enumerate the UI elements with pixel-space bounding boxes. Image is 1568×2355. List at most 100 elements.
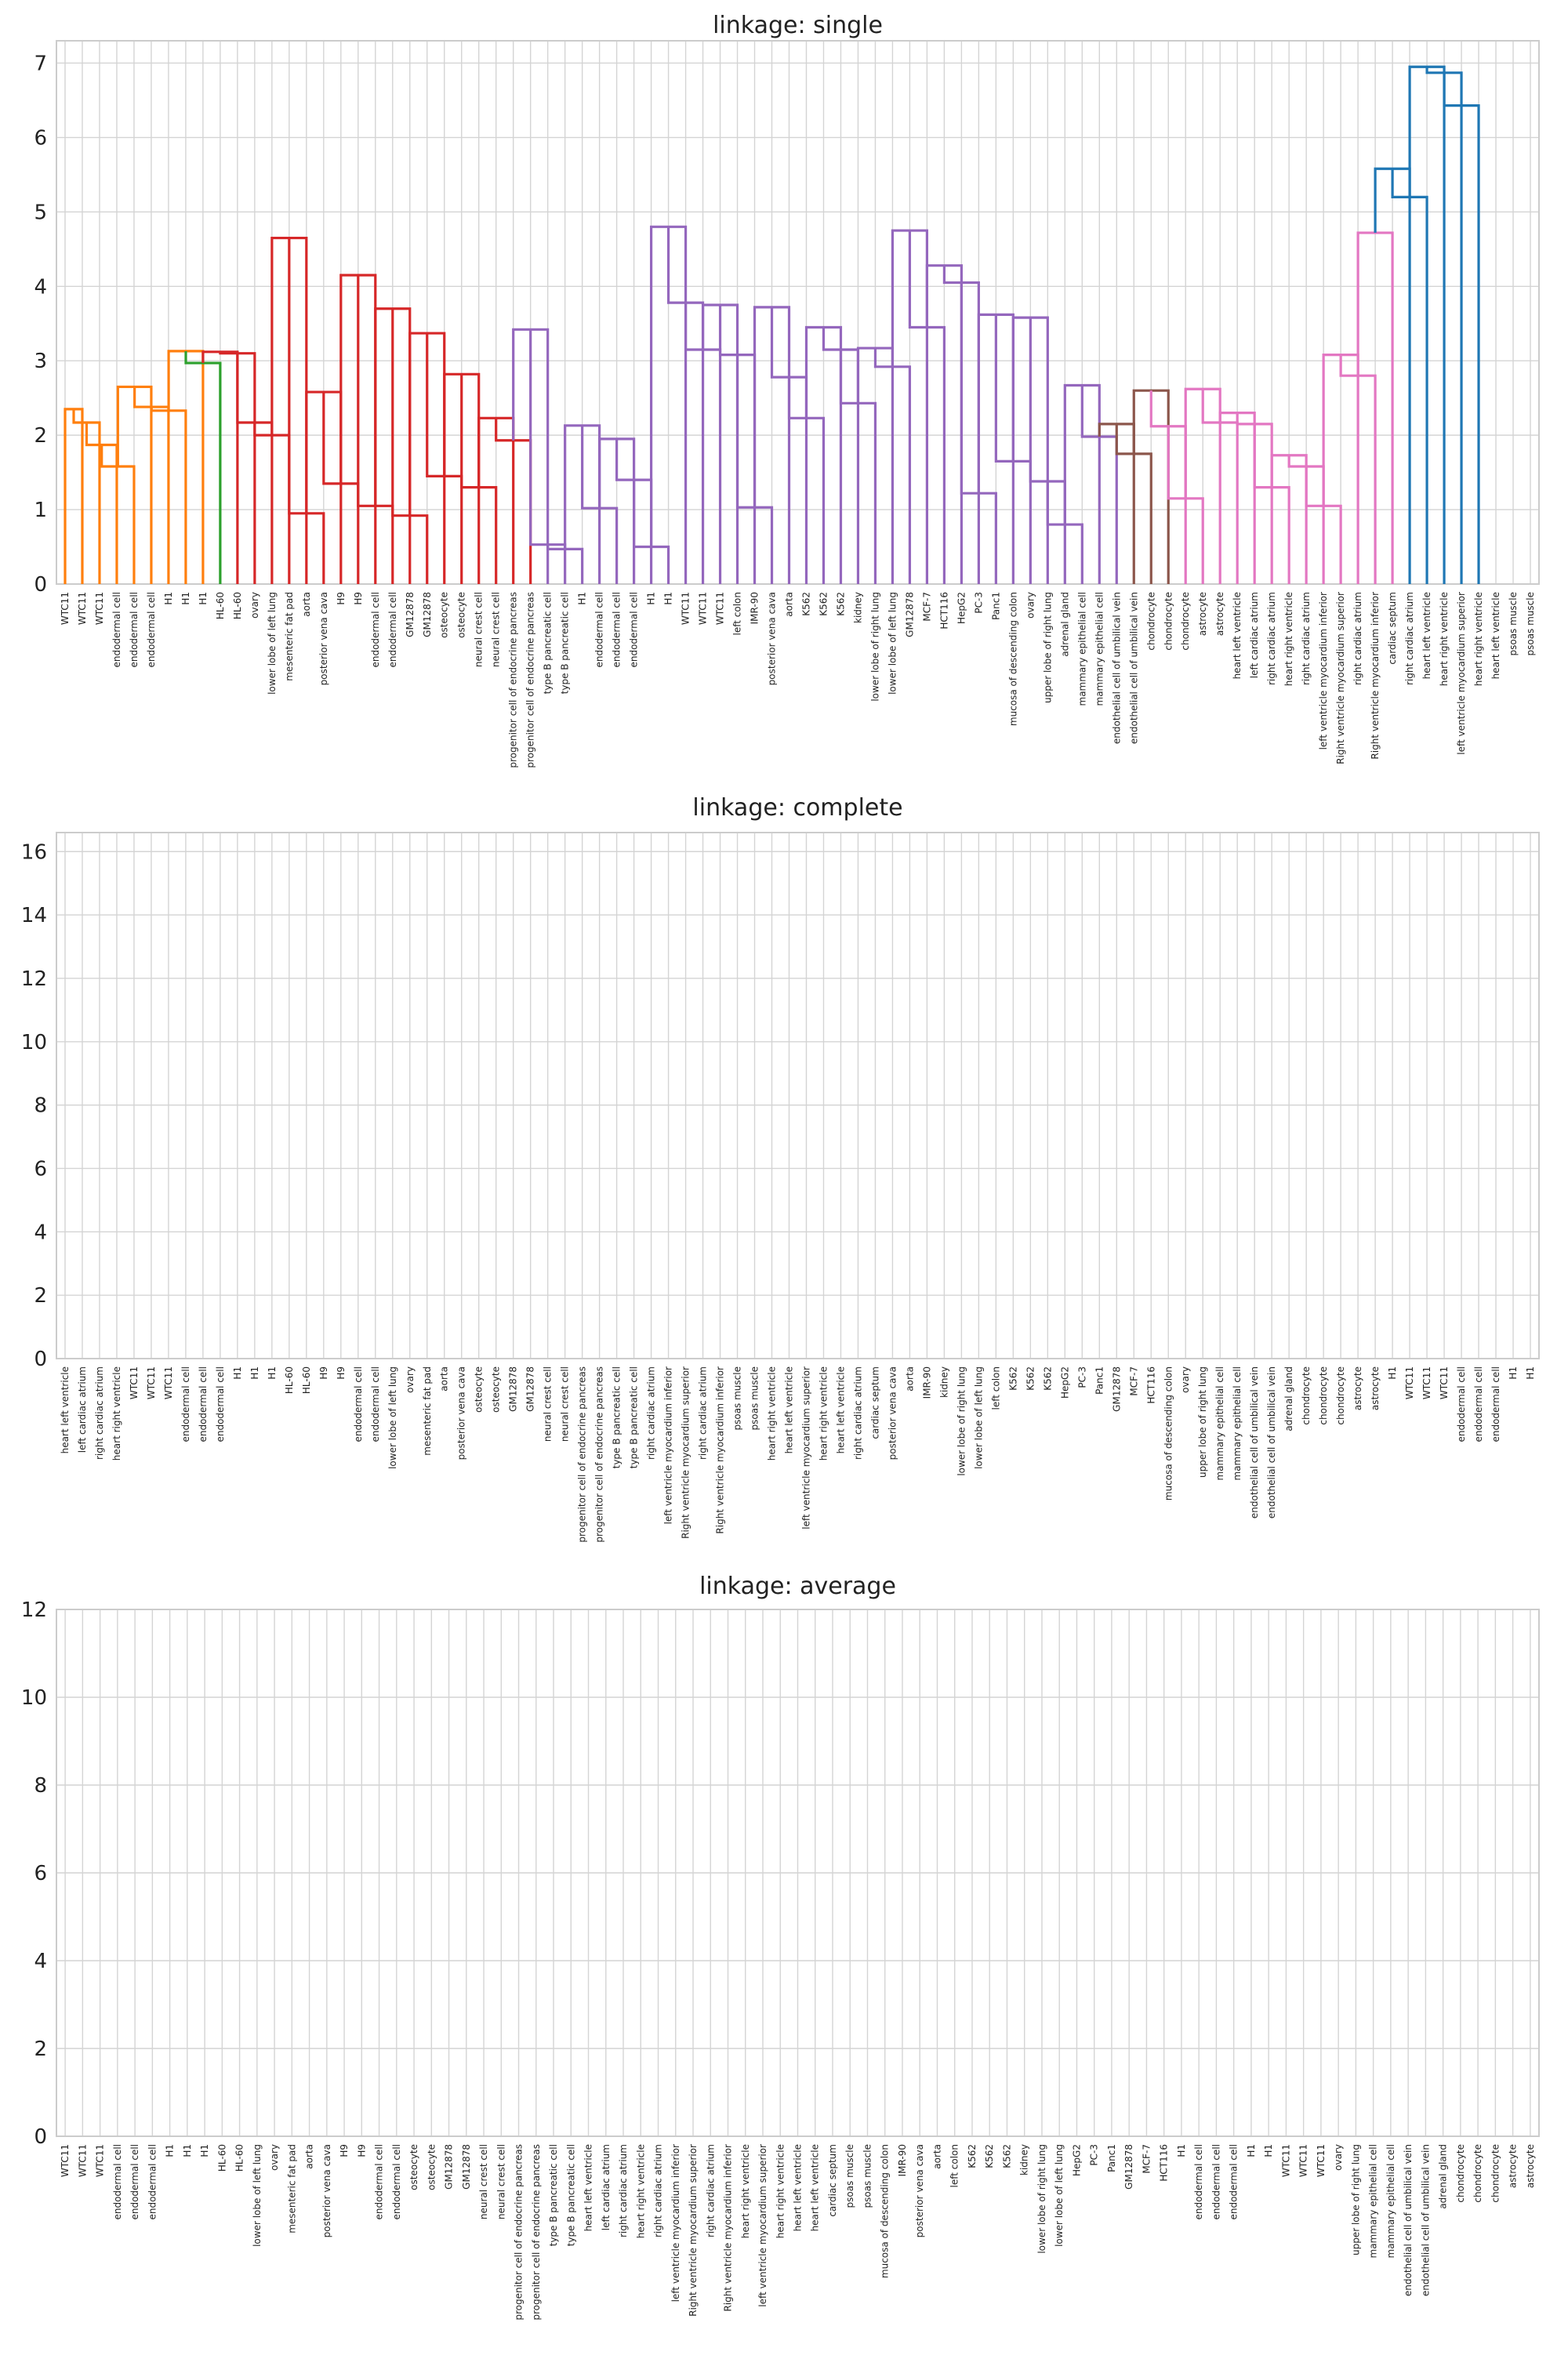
leaf-label: H9 (336, 592, 347, 605)
leaf-label: Right ventricle myocardium inferior (1370, 592, 1381, 760)
leaf-label: HL-60 (232, 592, 243, 619)
leaf-label: H1 (199, 2144, 210, 2157)
leaf-label: aorta (439, 1366, 450, 1392)
leaf-label: HL-60 (301, 1366, 312, 1394)
leaf-label: H9 (356, 2144, 367, 2157)
dendrogram-link (150, 407, 187, 584)
leaf-label: endodermal cell (129, 2144, 140, 2220)
y-tick-label: 12 (21, 1598, 47, 1622)
leaf-label: endodermal cell (146, 592, 157, 668)
y-tick-label: 0 (34, 573, 47, 597)
leaf-label: lower lobe of left lung (973, 1366, 984, 1469)
leaf-label: endodermal cell (180, 1366, 191, 1442)
dendrogram-link (787, 377, 826, 584)
leaf-label: heart left ventricle (793, 2144, 804, 2231)
leaf-label: psoas muscle (844, 2144, 855, 2208)
leaf-label: lower lobe of left lung (1054, 2144, 1065, 2247)
leaf-label: type B pancreatic cell (543, 592, 554, 694)
leaf-label: Right ventricle myocardium superior (1335, 592, 1346, 764)
leaf-label: left cardiac atrium (1249, 592, 1260, 678)
leaf-label: WTC11 (60, 592, 71, 625)
leaf-label: neural crest cell (495, 2144, 506, 2219)
leaf-label: GM12878 (461, 2144, 472, 2190)
dendrogram-link (1408, 65, 1446, 584)
leaf-label: WTC11 (77, 2144, 88, 2177)
leaf-label: Panc1 (1106, 2144, 1117, 2172)
leaf-label: endodermal cell (374, 2144, 385, 2220)
leaf-label: left ventricle myocardium superior (800, 1366, 811, 1529)
leaf-label: lower lobe of left lung (387, 1366, 398, 1469)
leaf-label: neural crest cell (478, 2144, 489, 2219)
leaf-label: adrenal gland (1059, 592, 1070, 657)
leaf-label: lower lobe of right lung (869, 592, 880, 702)
y-tick-label: 8 (34, 1094, 47, 1118)
leaf-label: ovary (249, 592, 260, 619)
leaf-label: right cardiac atrium (705, 2144, 716, 2237)
leaf-label: endodermal cell (353, 1366, 364, 1442)
dendrogram-link (1080, 385, 1118, 584)
leaf-label: H1 (163, 592, 174, 605)
y-tick-label: 12 (21, 967, 47, 991)
leaf-label: K562 (1007, 1366, 1018, 1391)
leaf-label: K562 (800, 592, 811, 616)
dendrogram-link (891, 229, 929, 584)
leaf-label: HCT116 (1145, 1366, 1156, 1404)
y-tick-label: 1 (34, 499, 47, 522)
y-tick-label: 2 (34, 1284, 47, 1308)
y-tick-label: 10 (21, 1031, 47, 1054)
leaf-label: heart left ventricle (784, 1366, 795, 1453)
leaf-label: GM12878 (904, 592, 915, 637)
y-tick-label: 4 (34, 275, 47, 299)
dendrogram-link (1184, 387, 1221, 584)
leaf-label: Panc1 (1094, 1366, 1105, 1395)
dendrogram-link (1425, 67, 1463, 584)
leaf-label: H1 (182, 2144, 193, 2157)
leaf-label: osteocyte (439, 592, 450, 638)
leaf-label: GM12878 (422, 592, 433, 637)
leaf-label: GM12878 (1123, 2144, 1134, 2190)
leaf-label: K562 (835, 592, 846, 616)
leaf-label: H1 (198, 592, 209, 605)
leaf-label: H1 (1525, 1366, 1536, 1380)
leaf-label: H9 (318, 1366, 329, 1380)
dendrogram-link (529, 329, 567, 584)
y-tick-label: 5 (34, 201, 47, 224)
leaf-label: astrocyte (1370, 1366, 1381, 1410)
leaf-label: chondrocyte (1472, 2144, 1483, 2203)
leaf-label: endodermal cell (391, 2144, 402, 2220)
leaf-label: Panc1 (990, 592, 1001, 620)
dendrogram-link (1011, 316, 1049, 584)
leaf-label: IMR-90 (750, 592, 760, 624)
dendrogram-link (1287, 455, 1325, 584)
leaf-label: neural crest cell (543, 1366, 554, 1442)
y-tick-label: 0 (34, 1348, 47, 1371)
leaf-label: lower lobe of right lung (956, 1366, 967, 1476)
leaf-label: aorta (931, 2144, 942, 2169)
leaf-label: HepG2 (956, 592, 967, 624)
leaf-label: lower lobe of left lung (267, 592, 278, 695)
y-tick-label: 6 (34, 126, 47, 150)
leaf-label: chondrocyte (1301, 1366, 1312, 1425)
leaf-label: H1 (1246, 2144, 1257, 2157)
leaf-label: endodermal cell (387, 592, 398, 668)
leaf-label: osteocyte (426, 2144, 437, 2190)
leaf-label: osteocyte (491, 1366, 502, 1413)
dendrogram-link (1098, 423, 1135, 584)
leaf-label: heart left ventricle (1421, 592, 1432, 679)
dendrogram-link (581, 425, 619, 584)
dendrogram-link (1046, 481, 1083, 584)
leaf-label: upper lobe of right lung (1197, 1366, 1208, 1478)
leaf-label: heart right ventricle (635, 2144, 646, 2238)
leaf-label: HCT116 (1159, 2144, 1170, 2182)
dendrogram-link (1374, 167, 1411, 584)
dendrogram-panel-3: 0 2 4 6 8 10 12 linkage: average WTC11 WTC11 WTC11… (21, 1573, 1540, 2321)
leaf-label: PC-3 (973, 592, 984, 614)
leaf-label: type B pancreatic cell (629, 1366, 640, 1468)
leaf-label: GM12878 (405, 592, 416, 637)
leaf-label: mammary epithelial cell (1232, 1366, 1243, 1480)
leaf-label: WTC11 (1439, 1366, 1450, 1399)
leaf-label: astrocyte (1525, 2144, 1536, 2188)
leaf-label: adrenal gland (1438, 2144, 1449, 2209)
leaf-label: upper lobe of right lung (1042, 592, 1053, 703)
